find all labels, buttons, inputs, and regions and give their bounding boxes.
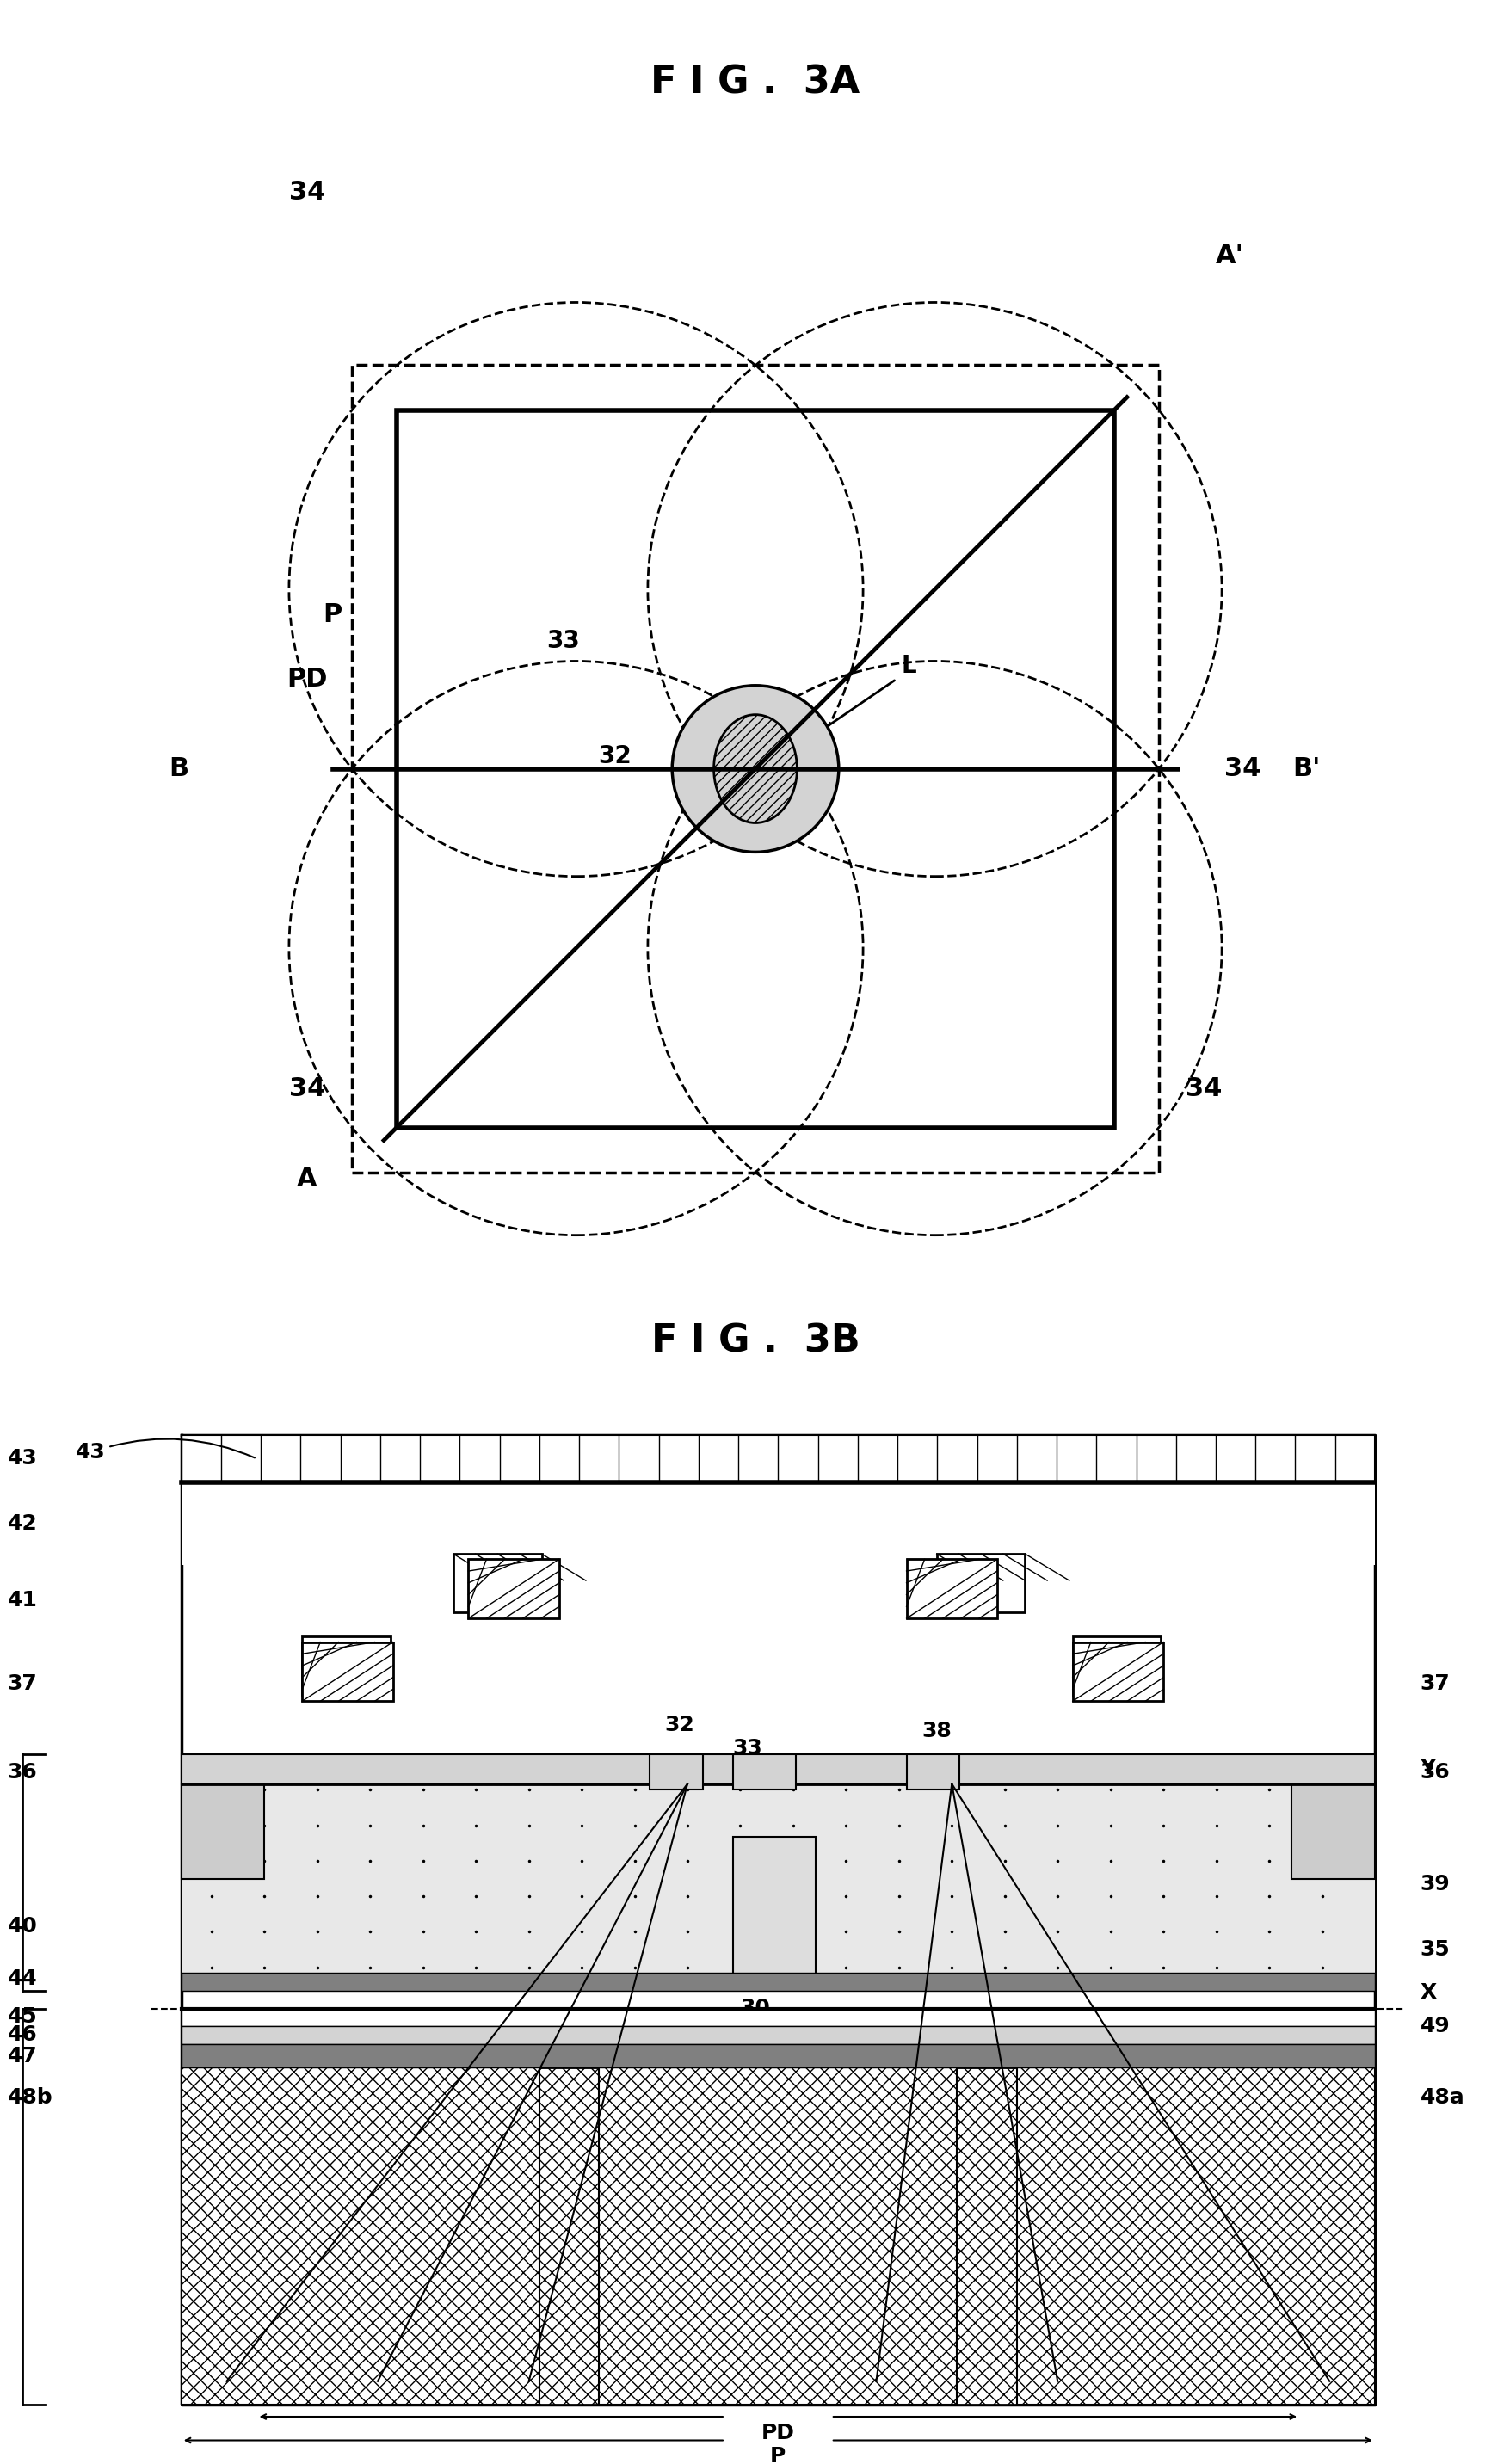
Text: B: B <box>169 756 189 781</box>
Text: 43: 43 <box>76 1439 255 1464</box>
Bar <box>181 1974 1374 1991</box>
Text: 34: 34 <box>1185 1077 1222 1101</box>
Bar <box>649 1754 702 1789</box>
Bar <box>936 1555 1024 1611</box>
Bar <box>302 1641 393 1700</box>
Bar <box>598 2067 957 2405</box>
Text: 36: 36 <box>8 1762 38 1781</box>
Text: A': A' <box>1214 244 1243 269</box>
Bar <box>732 1838 815 1979</box>
Bar <box>181 1784 264 1878</box>
Bar <box>1016 2067 1374 2405</box>
Bar <box>181 2008 1374 2025</box>
Text: 46: 46 <box>8 2025 38 2045</box>
Text: 34: 34 <box>1223 756 1259 781</box>
Bar <box>1072 1636 1161 1695</box>
Text: Y: Y <box>1419 1757 1434 1779</box>
Text: 38: 38 <box>921 1720 951 1742</box>
Text: A: A <box>296 1165 317 1190</box>
Text: 37: 37 <box>1419 1673 1450 1693</box>
Text: 36: 36 <box>1419 1762 1450 1781</box>
Text: 48a: 48a <box>1419 2087 1463 2107</box>
Text: 42: 42 <box>8 1513 38 1535</box>
Text: 34: 34 <box>288 180 325 205</box>
Text: 47: 47 <box>8 2045 38 2067</box>
Text: L: L <box>901 655 917 678</box>
Bar <box>181 2025 1374 2045</box>
Text: 34: 34 <box>288 1077 325 1101</box>
Bar <box>302 1636 390 1695</box>
Circle shape <box>672 685 838 853</box>
Text: 33: 33 <box>547 628 580 653</box>
Text: F I G .  3A: F I G . 3A <box>651 64 859 101</box>
Text: P: P <box>770 2447 785 2464</box>
Bar <box>181 1434 1374 1483</box>
Text: 40: 40 <box>8 1915 38 1937</box>
Text: 30: 30 <box>740 1998 770 2018</box>
Text: 49: 49 <box>1419 2016 1450 2038</box>
Text: 39: 39 <box>1419 1875 1450 1895</box>
Text: 37: 37 <box>8 1673 38 1693</box>
Text: 48b: 48b <box>8 2087 53 2107</box>
Text: 44: 44 <box>8 1969 38 1988</box>
Text: PD: PD <box>761 2422 794 2444</box>
Text: 32: 32 <box>664 1715 695 1735</box>
Bar <box>1291 1784 1374 1878</box>
Ellipse shape <box>713 715 797 823</box>
Bar <box>906 1754 959 1789</box>
Text: F I G .  3B: F I G . 3B <box>651 1323 859 1360</box>
Text: 35: 35 <box>1419 1939 1450 1959</box>
Text: PD: PD <box>287 668 328 692</box>
Bar <box>181 1483 1374 1565</box>
Bar <box>453 1555 542 1611</box>
Text: 43: 43 <box>8 1449 38 1469</box>
Text: P: P <box>323 604 341 628</box>
Bar <box>468 1560 559 1619</box>
Bar <box>181 1754 1374 1784</box>
Text: 32: 32 <box>598 744 631 769</box>
Bar <box>181 2067 539 2405</box>
Text: 33: 33 <box>732 1737 763 1759</box>
Bar <box>906 1560 997 1619</box>
Text: B': B' <box>1291 756 1320 781</box>
Text: X: X <box>1419 1981 1436 2003</box>
Text: 45: 45 <box>8 2006 38 2028</box>
Bar <box>181 2067 1374 2405</box>
Bar <box>181 2045 1374 2067</box>
Bar <box>181 1784 1374 1991</box>
Bar <box>1072 1641 1163 1700</box>
Bar <box>732 1754 796 1789</box>
Text: 41: 41 <box>8 1589 38 1611</box>
